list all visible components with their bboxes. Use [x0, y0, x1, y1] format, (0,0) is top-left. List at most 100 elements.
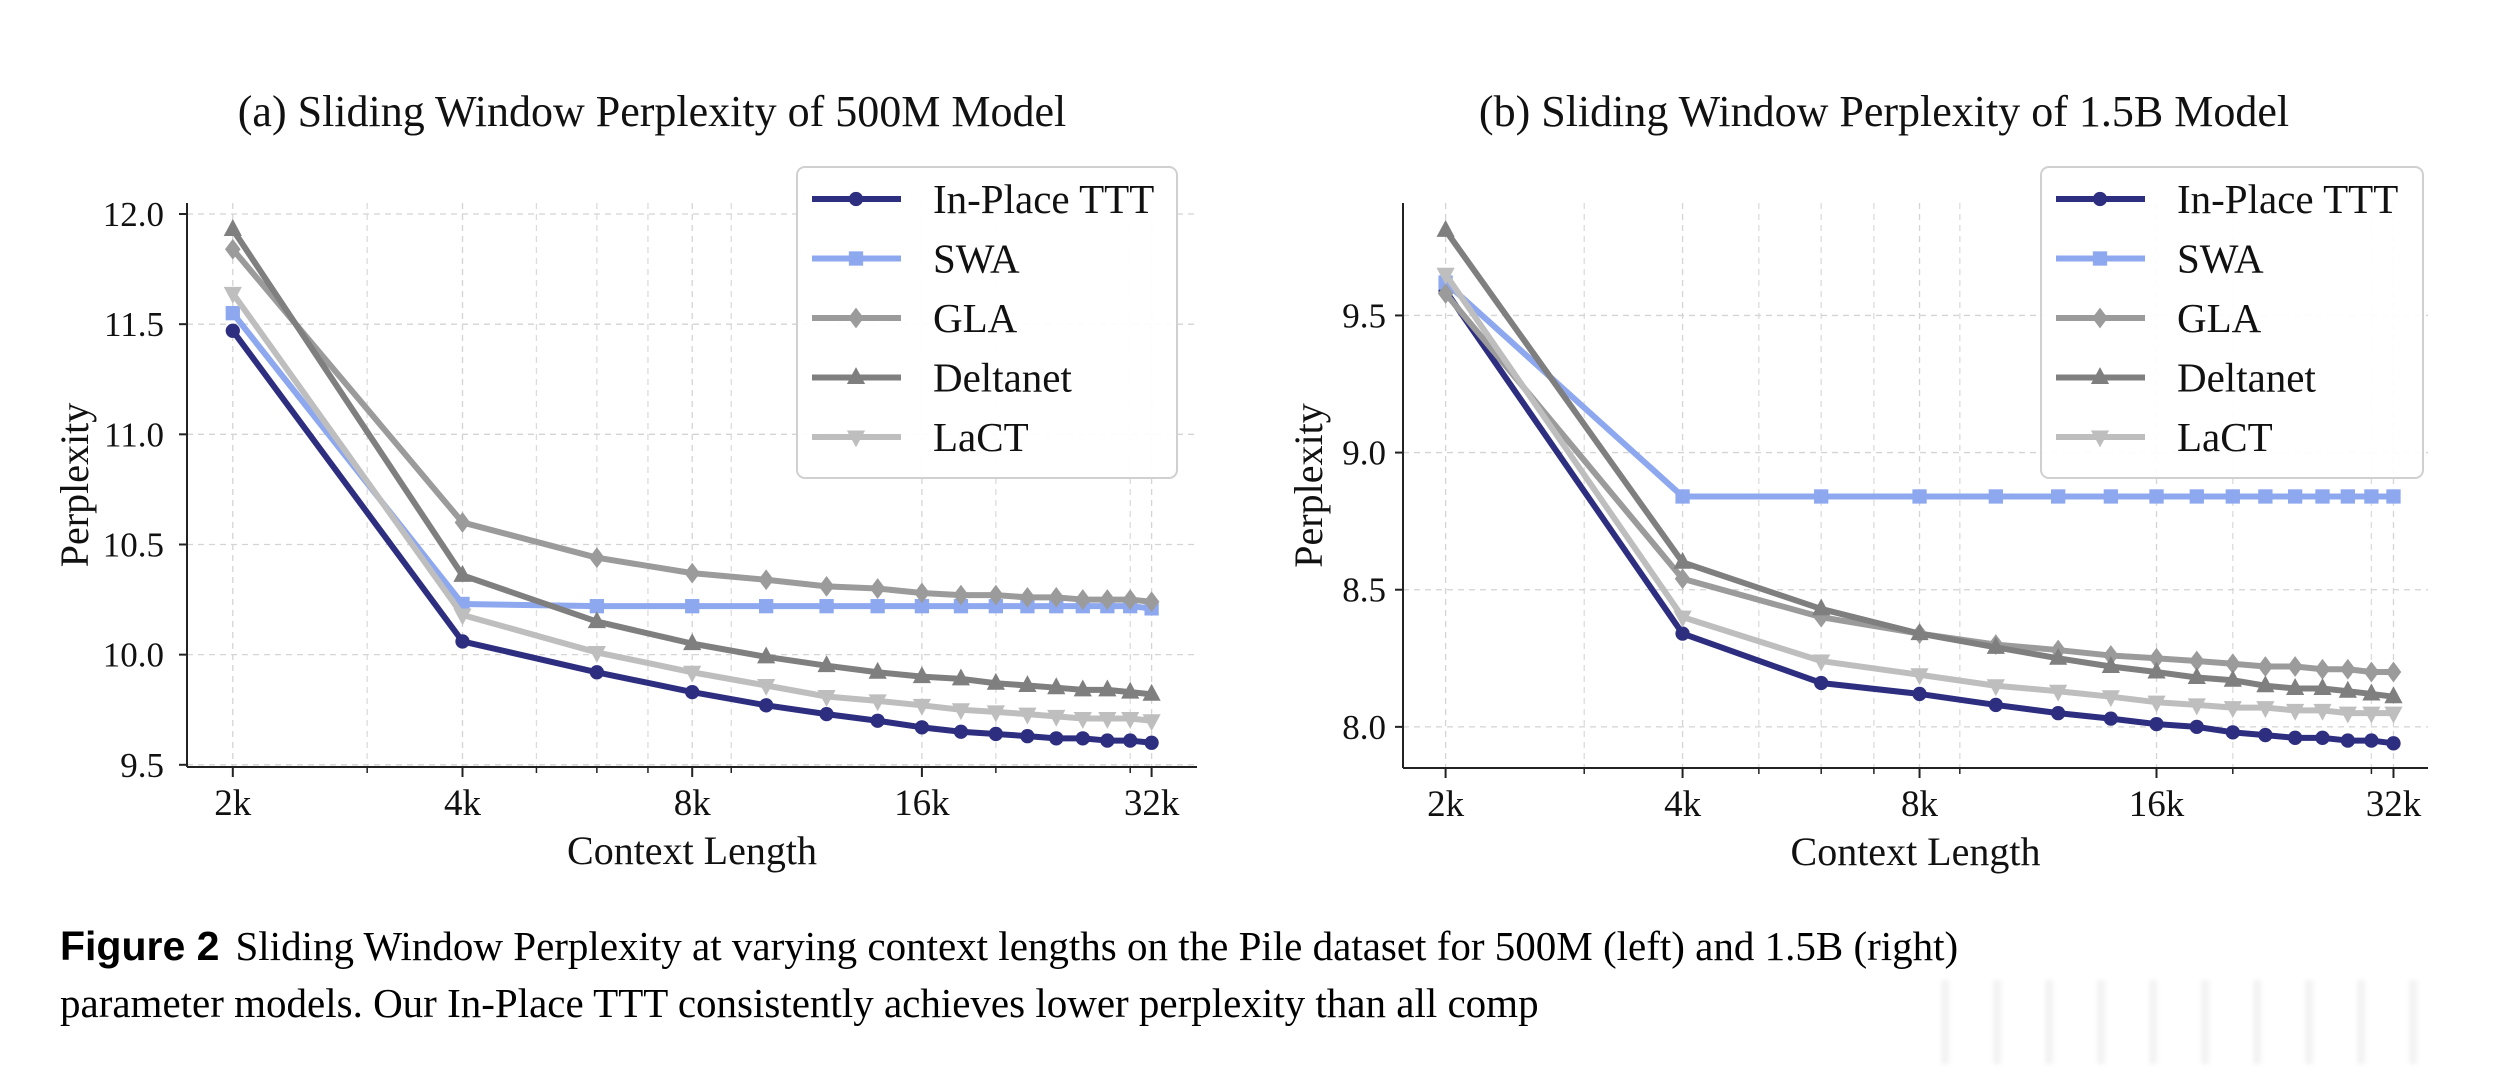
y-tick-label: 11.0	[104, 415, 164, 454]
data-point-circle	[988, 726, 1003, 742]
data-point-triangle-up	[912, 666, 931, 684]
data-point-diamond	[1143, 591, 1160, 613]
data-point-circle	[2287, 730, 2303, 745]
data-point-diamond	[2340, 658, 2356, 680]
legend-label: SWA	[933, 236, 1020, 282]
data-point-circle	[1020, 729, 1035, 744]
x-tick-label: 2k	[1427, 784, 1465, 825]
data-point-triangle-up	[1047, 677, 1066, 695]
data-point-square	[2386, 489, 2401, 504]
data-point-diamond	[988, 584, 1004, 606]
data-point-triangle-down	[1047, 709, 1066, 727]
data-point-triangle-down	[1436, 267, 1455, 285]
data-point-diamond	[1674, 568, 1691, 590]
data-point-diamond	[454, 512, 471, 533]
data-point-triangle-down	[1812, 654, 1831, 672]
data-point-circle	[685, 684, 700, 700]
data-point-triangle-down	[2049, 684, 2068, 702]
y-axis-label: Perplexity	[1286, 403, 1331, 567]
data-point-square	[2258, 489, 2273, 504]
chart-panel-1-5b: 8.0 8.5 9.0 9.5 2k 4k 8k 16k 32k Context Length Pe…	[1286, 87, 2428, 874]
x-tick-label: 16k	[2129, 784, 2185, 825]
data-point-square	[2189, 489, 2204, 504]
series-in-place-ttt	[225, 323, 1159, 750]
data-point-square	[914, 599, 930, 614]
data-point-circle	[2189, 719, 2204, 735]
data-point-triangle-up	[1986, 636, 2005, 654]
data-point-diamond	[953, 584, 969, 606]
grid	[1403, 203, 2428, 768]
data-point-diamond	[1437, 283, 1454, 304]
series-line	[229, 310, 1155, 612]
chart-title: (b) Sliding Window Perplexity of 1.5B Mo…	[1479, 87, 2289, 136]
data-point-triangle-up	[1073, 679, 1092, 697]
data-point-circle	[914, 720, 930, 735]
data-point-diamond	[1048, 586, 1065, 608]
data-point-triangle-down	[2147, 695, 2166, 713]
data-point-diamond	[1122, 589, 1139, 610]
data-point-circle	[870, 713, 885, 728]
y-tick-label: 10.5	[103, 525, 164, 564]
data-point-triangle-down	[986, 705, 1005, 723]
data-point-triangle-down	[757, 678, 776, 696]
data-point-circle	[1049, 731, 1064, 746]
data-point-triangle-up	[951, 668, 971, 686]
series-line	[229, 226, 1155, 698]
x-axis-label: Context Length	[1791, 829, 2041, 874]
data-point-triangle-down	[817, 690, 836, 707]
data-point-circle	[2364, 733, 2379, 748]
y-tick-label: 10.0	[103, 636, 164, 675]
legend-marker-triangle-up	[846, 367, 866, 384]
series-deltanet	[1436, 220, 2403, 704]
data-point-triangle-up	[1098, 679, 1117, 697]
data-point-triangle-down	[1121, 712, 1140, 729]
series-line	[1442, 279, 2397, 500]
data-point-triangle-up	[1121, 681, 1140, 699]
data-point-diamond	[2224, 653, 2241, 675]
legend-marker-triangle-down	[846, 430, 866, 448]
data-point-triangle-down	[1910, 668, 1929, 686]
legend-item: SWA	[812, 236, 1020, 282]
data-point-triangle-down	[587, 645, 606, 663]
legend-item: Deltanet	[812, 355, 1072, 401]
data-point-circle	[589, 665, 605, 680]
legend-marker-circle	[848, 191, 864, 207]
data-point-square	[2364, 489, 2379, 504]
data-point-triangle-up	[1910, 623, 1929, 641]
data-point-triangle-up	[2147, 661, 2166, 679]
legend-item: GLA	[812, 295, 1018, 341]
data-point-square	[2051, 489, 2066, 504]
data-point-diamond	[914, 582, 930, 604]
y-tick-label: 11.5	[104, 305, 164, 344]
data-point-square	[2103, 489, 2119, 504]
data-point-circle	[2386, 736, 2401, 751]
data-point-diamond	[1019, 586, 1036, 608]
data-point-triangle-down	[912, 698, 931, 716]
data-point-triangle-down	[683, 665, 702, 683]
x-tick-label: 32k	[1124, 783, 1180, 824]
data-point-triangle-down	[453, 608, 472, 626]
chart-panel-500m: 9.5 10.0 10.5 11.0 11.5 12.0 2k 4k 8k 16k 32k Conte…	[52, 87, 1197, 873]
legend-marker-diamond	[2092, 307, 2108, 329]
data-point-square	[2315, 489, 2330, 504]
data-point-triangle-up	[1673, 551, 1692, 569]
legend-box	[796, 166, 1178, 479]
data-point-triangle-down	[2187, 698, 2206, 716]
data-point-square	[953, 599, 969, 614]
data-point-circle	[1988, 697, 2003, 713]
data-point-triangle-up	[2223, 669, 2242, 687]
series-line	[1442, 290, 2397, 676]
data-point-circle	[2258, 727, 2273, 743]
data-point-circle	[758, 698, 774, 713]
legend-label: In-Place TTT	[933, 176, 1154, 222]
data-point-triangle-down	[1018, 707, 1037, 725]
data-point-circle	[1814, 675, 1829, 691]
data-point-triangle-up	[2286, 678, 2305, 695]
data-point-diamond	[2314, 658, 2331, 680]
data-point-circle	[953, 724, 969, 739]
data-point-triangle-up	[2049, 647, 2068, 665]
series-line	[1442, 287, 2397, 747]
data-point-triangle-up	[453, 564, 472, 582]
series-line	[1442, 271, 2397, 717]
